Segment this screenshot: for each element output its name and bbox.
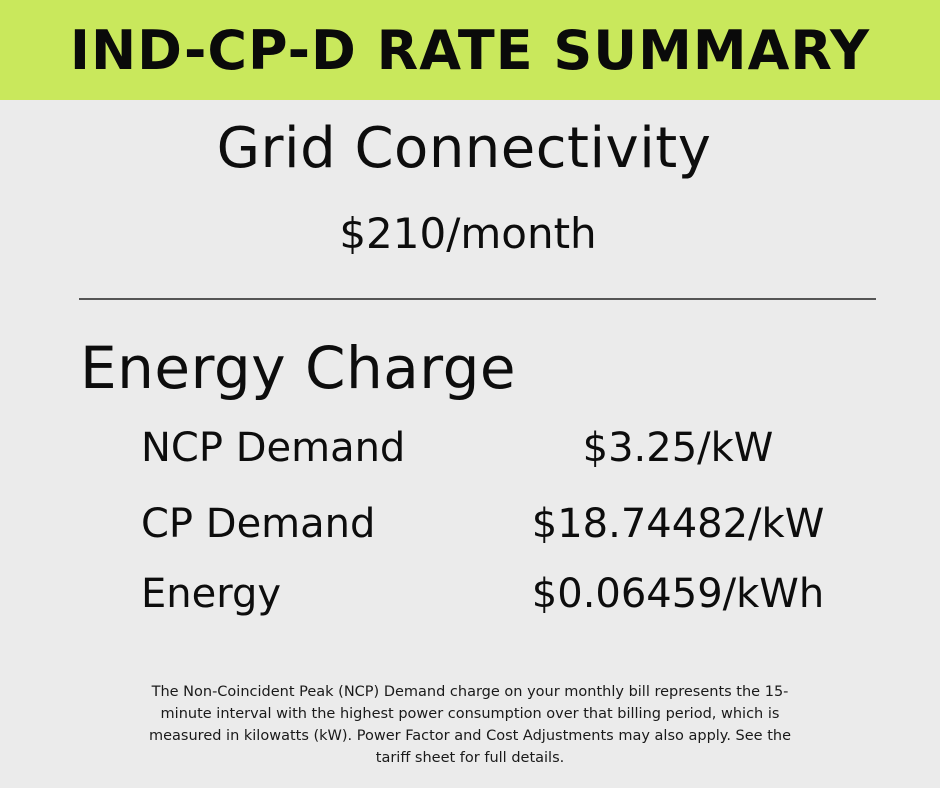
page-title: IND-CP-D RATE SUMMARY (69, 18, 871, 82)
energy-charge-heading: Energy Charge (80, 334, 517, 402)
grid-connectivity-price: $210/month (339, 209, 597, 258)
rate-label: CP Demand (141, 501, 376, 547)
rate-row-energy: Energy $0.06459/kWh (0, 568, 940, 620)
rate-label: Energy (141, 571, 282, 617)
rate-label: NCP Demand (141, 425, 406, 471)
title-banner: IND-CP-D RATE SUMMARY (0, 0, 940, 100)
rate-row-ncp-demand: NCP Demand $3.25/kW (0, 422, 940, 474)
rate-row-cp-demand: CP Demand $18.74482/kW (0, 498, 940, 550)
grid-connectivity-heading: Grid Connectivity (216, 116, 712, 181)
rate-value: $3.25/kW (582, 425, 774, 471)
rate-value: $18.74482/kW (531, 501, 825, 547)
rate-value: $0.06459/kWh (531, 571, 825, 617)
footnote: The Non-Coincident Peak (NCP) Demand cha… (149, 684, 791, 766)
section-divider (79, 298, 876, 300)
